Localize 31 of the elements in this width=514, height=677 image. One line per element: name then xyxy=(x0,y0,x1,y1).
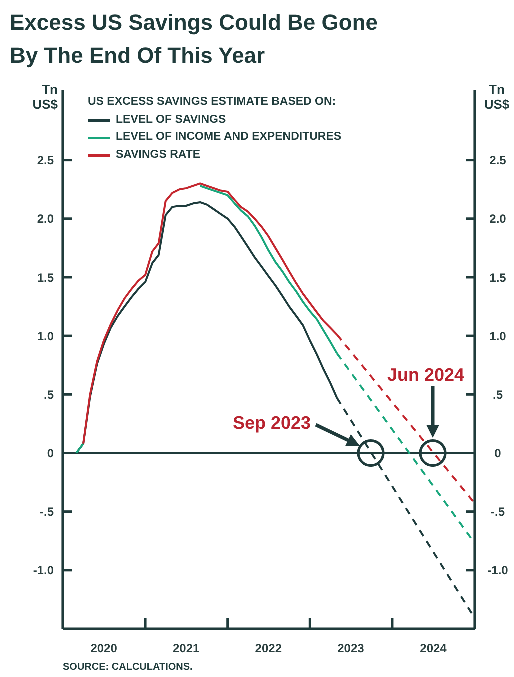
y-tick-label: 0 xyxy=(47,446,54,461)
y-tick-label: 2.5 xyxy=(37,154,54,168)
x-tick-label: 2022 xyxy=(255,641,282,656)
legend-label: LEVEL OF INCOME AND EXPENDITURES xyxy=(116,130,342,145)
y2-tick-label: -.5 xyxy=(490,505,506,520)
x-tick-label: 2023 xyxy=(338,641,365,656)
x-tick-label: 2021 xyxy=(173,641,200,656)
y2-tick-label: 2.5 xyxy=(490,154,507,168)
y2-axis-title: Tn US$ xyxy=(483,82,511,112)
y2-tick-label: 0 xyxy=(494,446,502,461)
y2-tick-label: .5 xyxy=(492,388,504,402)
chart-title: Excess US Savings Could Be Gone By The End Of This Year xyxy=(10,9,380,70)
y2-tick-label: 1.5 xyxy=(490,270,507,285)
legend-label: LEVEL OF SAVINGS xyxy=(116,112,226,128)
y2-tick-label: -1.0 xyxy=(488,564,509,578)
y2-tick-label: 1.0 xyxy=(490,329,507,344)
y-tick-label: 2.0 xyxy=(37,212,54,226)
y-tick-label: -.5 xyxy=(40,505,54,520)
y-tick-label: 1.0 xyxy=(37,329,54,344)
x-tick-label: 2020 xyxy=(90,641,118,656)
annotation: Sep 2023 xyxy=(232,413,311,433)
x-tick-label: 2024 xyxy=(420,641,448,656)
legend-title: US EXCESS SAVINGS ESTIMATE BASED ON: xyxy=(88,95,338,110)
y-axis-title: Tn US$ xyxy=(32,82,58,112)
y2-tick-label: 2.0 xyxy=(490,212,507,226)
y-tick-label: 1.5 xyxy=(37,270,54,285)
y-tick-label: .5 xyxy=(44,388,54,402)
legend-label: SAVINGS RATE xyxy=(116,148,201,162)
annotation: Jun 2024 xyxy=(387,365,465,385)
y-tick-label: -1.0 xyxy=(33,564,54,578)
source-note: SOURCE: CALCULATIONS. xyxy=(63,662,193,673)
